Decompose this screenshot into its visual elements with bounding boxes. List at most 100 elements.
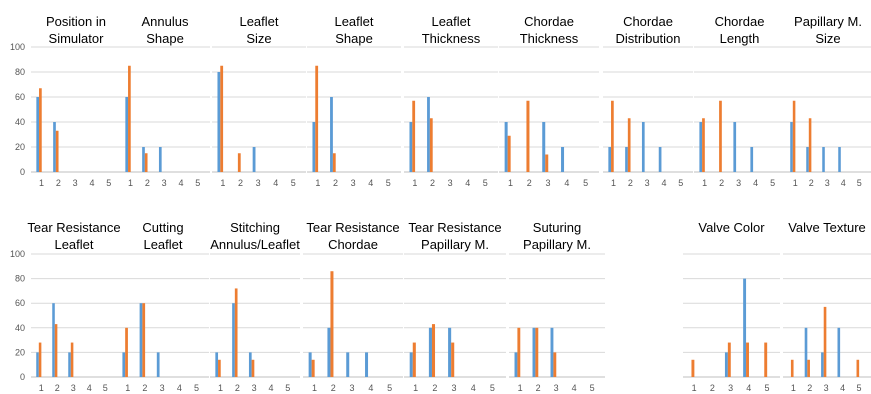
bar-series-a [232,303,235,377]
x-tick-label: 4 [268,383,273,393]
bar-series-a [448,327,452,377]
x-tick-label: 5 [106,178,111,188]
x-tick-label: 2 [331,383,336,393]
bar-series-a [561,147,565,172]
bar-series-b [807,359,810,377]
x-tick-label: 1 [412,178,417,188]
bar-series-a [550,327,554,377]
x-tick-label: 3 [645,178,650,188]
bar-series-a [122,352,126,377]
chart-title: Simulator [49,31,105,46]
chart-panel: Leaflet Shape 1 2 3 4 5 [307,14,401,188]
x-tick-label: 1 [312,383,317,393]
bar-series-a [750,147,754,172]
chart-title: Leaflet [239,14,278,29]
bar-series-b [553,352,557,377]
chart-panel: Papillary M. Size 1 2 3 4 5 [785,14,871,188]
bar-series-a [837,327,841,377]
bar-series-b [856,359,860,377]
x-tick-label: 4 [177,383,182,393]
y-tick-label: 20 [15,347,25,357]
x-tick-label: 5 [285,383,290,393]
bar-series-a [139,303,143,377]
chart-panel: Chordae Distribution 1 2 3 4 5 [603,14,693,188]
bar-series-a [142,147,145,172]
x-tick-label: 2 [807,383,812,393]
bar-series-b [792,100,796,172]
x-tick-label: 2 [719,178,724,188]
x-tick-label: 3 [351,178,356,188]
x-tick-label: 3 [825,178,830,188]
chart-title: Papillary M. [421,237,489,252]
bar-series-b [55,130,59,172]
x-tick-label: 5 [770,178,775,188]
x-tick-label: 3 [160,383,165,393]
bar-series-b [412,100,416,172]
x-tick-label: 1 [220,178,225,188]
bar-series-b [719,100,722,172]
x-tick-label: 3 [736,178,741,188]
bar-series-a [68,352,71,377]
x-tick-label: 4 [841,178,846,188]
chart-title: Annulus/Leaflet [210,237,300,252]
x-tick-label: 3 [73,178,78,188]
bar-series-b [38,342,42,377]
chart-title: Chordae [328,237,378,252]
x-tick-label: 2 [628,178,633,188]
bar-series-a [330,97,333,172]
chart-panel: Tear Resistance Leaflet 1 2 3 4 5 [27,220,120,393]
y-tick-label: 80 [15,67,25,77]
bar-series-a [125,97,129,172]
bar-series-b [429,118,433,172]
bar-series-b [412,342,416,377]
bar-series-b [431,324,436,377]
y-tick-label: 60 [15,92,25,102]
x-tick-label: 1 [39,383,44,393]
chart-panel: Valve Texture 1 2 3 4 5 [783,220,871,393]
x-tick-label: 3 [162,178,167,188]
x-tick-label: 2 [710,383,715,393]
chart-title: Tear Resistance [27,220,120,235]
y-tick-label: 20 [15,142,25,152]
y-tick-label: 100 [10,42,25,52]
x-tick-label: 2 [235,383,240,393]
bar-series-a [308,352,312,377]
x-tick-label: 2 [809,178,814,188]
x-tick-label: 4 [178,178,183,188]
x-tick-label: 4 [89,178,94,188]
bar-series-b [823,306,827,377]
chart-title: Suturing [533,220,581,235]
bar-series-b [218,359,221,377]
x-tick-label: 5 [856,383,861,393]
x-tick-label: 3 [452,383,457,393]
chart-title: Size [246,31,271,46]
bar-series-a [838,147,841,172]
x-tick-label: 5 [583,178,588,188]
chart-title: Chordae [524,14,574,29]
chart-panel: Tear Resistance Papillary M. 1 2 3 4 5 [404,220,506,393]
chart-panel: Suturing Papillary M. 1 2 3 4 5 [509,220,605,393]
x-tick-label: 3 [824,383,829,393]
x-tick-label: 1 [128,178,133,188]
bar-series-a [346,352,350,377]
bar-series-b [251,359,255,377]
bar-series-b [142,303,146,377]
bar-series-a [312,122,316,172]
chart-title: Leaflet [431,14,470,29]
bar-series-a [215,352,219,377]
bar-series-b [125,327,128,377]
x-tick-label: 3 [554,383,559,393]
chart-panel: Annulus Shape 1 2 3 4 5 [120,14,210,188]
x-tick-label: 1 [793,178,798,188]
bar-series-a [532,327,536,377]
x-tick-label: 1 [692,383,697,393]
chart-title: Papillary M. [523,237,591,252]
chart-panel: Tear Resistance Chordae 1 2 3 4 5 [303,220,403,393]
bar-series-b [128,65,131,172]
x-tick-label: 5 [387,383,392,393]
chart-title: Shape [335,31,373,46]
bar-series-b [451,342,455,377]
chart-panel: Leaflet Thickness 1 2 3 4 5 [404,14,498,188]
chart-title: Distribution [615,31,680,46]
bar-series-b [330,271,334,377]
